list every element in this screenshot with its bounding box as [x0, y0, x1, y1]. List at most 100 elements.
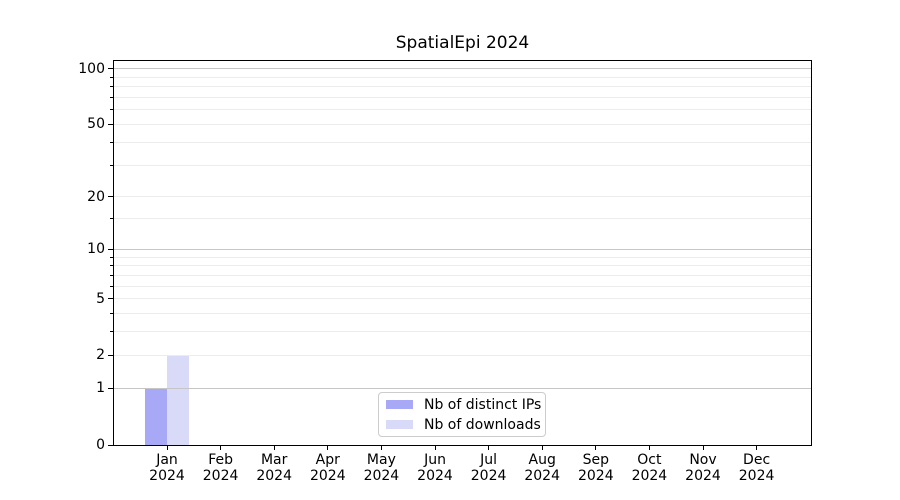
gridline-100: [114, 68, 811, 70]
y-tick-label-20: 20: [87, 188, 105, 205]
x-tick-mark-jun: [434, 445, 436, 450]
y-tick-mark-1: [108, 387, 113, 389]
x-tick-year: 2024: [309, 468, 346, 484]
x-tick-label-jun: Jun 2024: [403, 452, 467, 484]
y-minor-tick-mark-40: [110, 141, 113, 143]
x-tick-mark-sep: [595, 445, 597, 450]
y-minor-tick-mark-3: [110, 331, 113, 333]
minor-gridline-7: [114, 274, 811, 276]
plot-area: [113, 60, 812, 446]
y-minor-tick-mark-15: [110, 218, 113, 220]
minor-gridline-15: [114, 218, 811, 220]
minor-gridline-60: [114, 109, 811, 111]
x-tick-month: Feb: [208, 452, 233, 468]
x-tick-year: 2024: [577, 468, 614, 484]
y-minor-tick-mark-60: [110, 109, 113, 111]
x-tick-mark-jan: [166, 445, 168, 450]
y-tick-label-1: 1: [96, 380, 105, 397]
x-tick-month: Jul: [480, 452, 498, 468]
minor-gridline-90: [114, 76, 811, 78]
y-tick-mark-5: [108, 298, 113, 300]
x-tick-mark-dec: [756, 445, 758, 450]
x-tick-label-sep: Sep 2024: [564, 452, 628, 484]
gridline-5: [114, 298, 811, 300]
x-tick-year: 2024: [631, 468, 668, 484]
y-tick-mark-0: [108, 444, 113, 446]
chart-title: SpatialEpi 2024: [395, 33, 530, 53]
y-tick-mark-50: [108, 123, 113, 125]
y-tick-label-100: 100: [78, 60, 105, 77]
y-minor-tick-mark-7: [110, 274, 113, 276]
x-tick-year: 2024: [685, 468, 721, 484]
x-tick-year: 2024: [149, 468, 185, 484]
bar-distinct-ips-jan: [145, 388, 167, 445]
minor-gridline-3: [114, 331, 811, 333]
x-tick-year: 2024: [363, 468, 400, 484]
y-tick-mark-100: [108, 68, 113, 70]
x-tick-month: Oct: [637, 452, 662, 468]
y-tick-mark-10: [108, 248, 113, 250]
legend-label-distinct-ips: Nb of distinct IPs: [424, 396, 542, 413]
x-tick-month: Sep: [582, 452, 609, 468]
legend-item-distinct-ips: Nb of distinct IPs: [386, 395, 542, 415]
x-tick-month: Nov: [689, 452, 717, 468]
y-minor-tick-mark-90: [110, 76, 113, 78]
x-tick-year: 2024: [470, 468, 507, 484]
y-minor-tick-mark-8: [110, 265, 113, 267]
x-tick-month: May: [366, 452, 396, 468]
gridline-2: [114, 354, 811, 356]
x-tick-mark-nov: [702, 445, 704, 450]
y-tick-label-10: 10: [87, 241, 105, 258]
x-tick-month: Apr: [315, 452, 340, 468]
y-minor-tick-mark-6: [110, 285, 113, 287]
legend-swatch-downloads: [386, 420, 413, 429]
minor-gridline-6: [114, 285, 811, 287]
gridline-50: [114, 123, 811, 125]
bar-downloads-jan: [167, 355, 189, 445]
x-tick-year: 2024: [417, 468, 453, 484]
y-minor-tick-mark-9: [110, 256, 113, 258]
y-tick-label-2: 2: [96, 347, 105, 364]
minor-gridline-40: [114, 141, 811, 143]
minor-gridline-4: [114, 313, 811, 315]
x-tick-year: 2024: [738, 468, 775, 484]
x-tick-label-nov: Nov 2024: [671, 452, 735, 484]
x-tick-mark-jul: [488, 445, 490, 450]
y-tick-label-0: 0: [96, 437, 105, 453]
x-tick-mark-feb: [220, 445, 222, 450]
y-minor-tick-mark-30: [110, 164, 113, 166]
y-minor-tick-mark-4: [110, 313, 113, 315]
x-tick-label-aug: Aug 2024: [510, 452, 574, 484]
x-tick-mark-oct: [648, 445, 650, 450]
minor-gridline-9: [114, 256, 811, 258]
y-minor-tick-mark-80: [110, 86, 113, 88]
x-tick-mark-apr: [327, 445, 329, 450]
x-tick-label-jan: Jan 2024: [135, 452, 199, 484]
minor-gridline-80: [114, 86, 811, 88]
minor-gridline-70: [114, 96, 811, 98]
x-tick-label-oct: Oct 2024: [617, 452, 681, 484]
minor-gridline-8: [114, 265, 811, 267]
x-tick-label-feb: Feb 2024: [189, 452, 253, 484]
x-tick-label-apr: Apr 2024: [296, 452, 360, 484]
gridline-10: [114, 248, 811, 250]
legend-swatch-distinct-ips: [386, 400, 413, 409]
x-tick-label-jul: Jul 2024: [457, 452, 521, 484]
x-tick-year: 2024: [202, 468, 239, 484]
x-tick-month: Dec: [743, 452, 771, 468]
x-tick-mark-aug: [541, 445, 543, 450]
x-tick-mark-may: [380, 445, 382, 450]
x-tick-month: Mar: [260, 452, 288, 468]
y-tick-label-5: 5: [96, 290, 105, 307]
x-tick-month: Jan: [156, 452, 178, 468]
minor-gridline-30: [114, 164, 811, 166]
gridline-20: [114, 196, 811, 198]
legend-item-downloads: Nb of downloads: [386, 415, 541, 435]
x-tick-mark-mar: [273, 445, 275, 450]
y-minor-tick-mark-70: [110, 96, 113, 98]
x-tick-label-dec: Dec 2024: [725, 452, 789, 484]
x-tick-year: 2024: [256, 468, 292, 484]
x-tick-label-mar: Mar 2024: [242, 452, 306, 484]
x-tick-month: Aug: [528, 452, 556, 468]
